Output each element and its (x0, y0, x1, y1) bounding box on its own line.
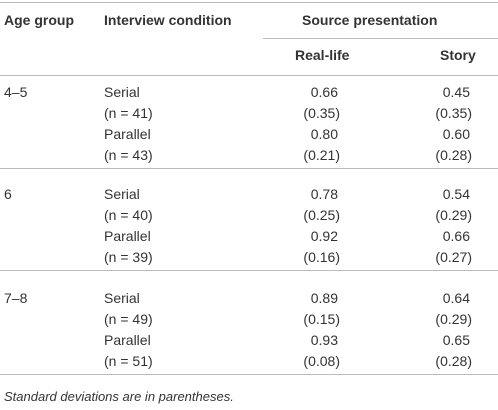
condition: Parallel (104, 228, 151, 244)
real-mean: 0.66 (310, 84, 338, 100)
header-source: Source presentation (302, 12, 438, 28)
story-mean: 0.65 (442, 332, 470, 348)
real-sd: (0.15) (303, 311, 340, 327)
rule (0, 374, 498, 375)
story-sd: (0.28) (435, 353, 472, 369)
real-mean: 0.89 (310, 290, 338, 306)
real-mean: 0.92 (310, 228, 338, 244)
header-condition: Interview condition (104, 12, 232, 28)
age-group: 7–8 (4, 290, 28, 306)
condition: Parallel (104, 332, 151, 348)
rule (0, 168, 498, 169)
age-group: 6 (4, 186, 12, 202)
story-sd: (0.27) (435, 249, 472, 265)
story-sd: (0.28) (435, 147, 472, 163)
header-age: Age group (4, 12, 74, 28)
story-mean: 0.45 (442, 84, 470, 100)
header-story: Story (440, 47, 476, 63)
story-mean: 0.60 (442, 126, 470, 142)
rule (0, 270, 498, 271)
story-sd: (0.29) (435, 207, 472, 223)
rule (0, 2, 498, 3)
n-count: (n = 39) (104, 249, 153, 265)
real-sd: (0.08) (303, 353, 340, 369)
n-count: (n = 43) (104, 147, 153, 163)
real-sd: (0.16) (303, 249, 340, 265)
rule (0, 75, 498, 76)
real-mean: 0.80 (310, 126, 338, 142)
real-mean: 0.93 (310, 332, 338, 348)
footnote: Standard deviations are in parentheses. (4, 389, 234, 404)
header-real: Real-life (295, 47, 350, 63)
story-mean: 0.54 (442, 186, 470, 202)
real-mean: 0.78 (310, 186, 338, 202)
real-sd: (0.25) (303, 207, 340, 223)
story-sd: (0.35) (435, 105, 472, 121)
condition: Serial (104, 84, 140, 100)
story-mean: 0.64 (442, 290, 470, 306)
n-count: (n = 51) (104, 353, 153, 369)
story-sd: (0.29) (435, 311, 472, 327)
condition: Serial (104, 186, 140, 202)
real-sd: (0.35) (303, 105, 340, 121)
story-mean: 0.66 (442, 228, 470, 244)
n-count: (n = 41) (104, 105, 153, 121)
n-count: (n = 49) (104, 311, 153, 327)
condition: Parallel (104, 126, 151, 142)
age-group: 4–5 (4, 84, 28, 100)
condition: Serial (104, 290, 140, 306)
real-sd: (0.21) (303, 147, 340, 163)
n-count: (n = 40) (104, 207, 153, 223)
rule (263, 38, 498, 39)
